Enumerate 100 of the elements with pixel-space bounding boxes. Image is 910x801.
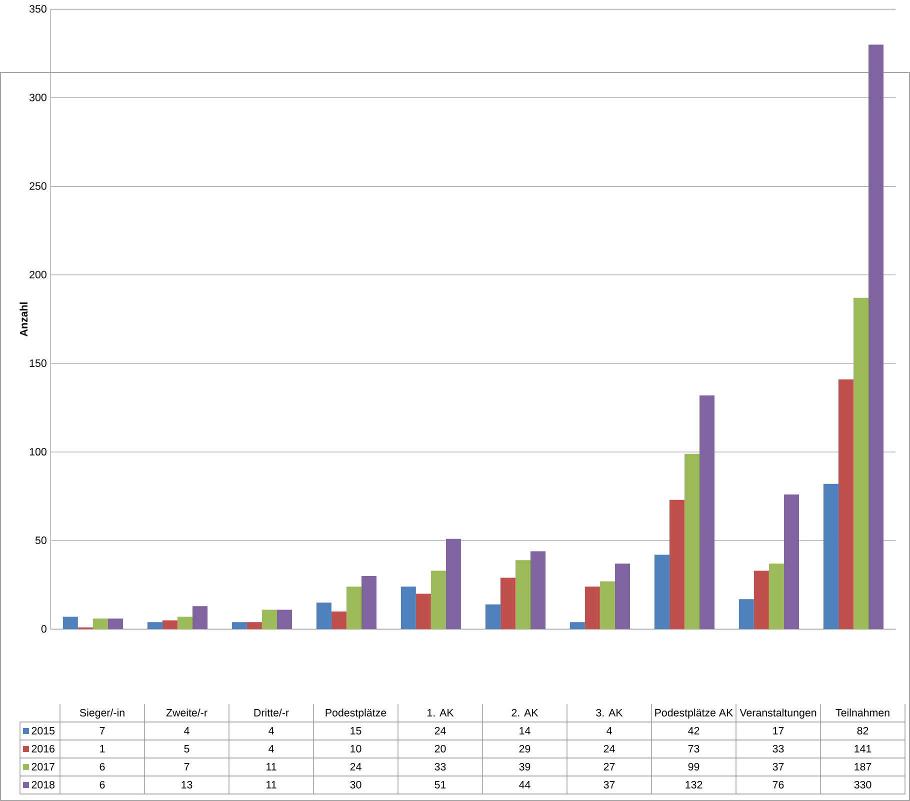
bar (754, 570, 769, 630)
data-label: 20 (434, 744, 446, 752)
y-tick-label: 250 (30, 182, 46, 190)
bar (669, 500, 684, 630)
bar (838, 379, 854, 630)
data-label: 14 (520, 727, 530, 734)
x-tick-label: Sieger/-in (80, 708, 124, 719)
legend-label: 2015 (32, 726, 55, 734)
bar (62, 616, 78, 630)
data-label: 37 (604, 780, 615, 788)
legend-label: 2017 (32, 762, 54, 770)
y-axis-title: Anzahl (20, 302, 28, 336)
bar (316, 602, 332, 630)
data-label: 4 (268, 727, 274, 734)
data-label: 4 (184, 727, 190, 734)
legend-label: 2018 (32, 780, 55, 788)
data-label: 141 (854, 745, 872, 752)
data-label: 76 (772, 780, 784, 788)
bar (331, 611, 346, 630)
data-label: 6 (100, 780, 105, 788)
data-label: 4 (606, 727, 612, 734)
y-tick-label: 150 (30, 359, 46, 367)
bar (346, 586, 362, 630)
data-label: 1 (100, 745, 105, 752)
bar (162, 620, 178, 630)
bar (400, 586, 416, 630)
data-label: 187 (854, 762, 872, 770)
data-label: 5 (184, 745, 190, 752)
x-tick-label: Podestplätze AK (655, 708, 734, 719)
x-tick-label: 2. AK (512, 708, 538, 716)
y-tick-label: 0 (41, 625, 46, 633)
bar (600, 581, 615, 630)
data-label: 29 (519, 744, 530, 752)
bar (684, 454, 700, 630)
data-label: 30 (350, 780, 362, 788)
y-tick-label: 300 (29, 94, 46, 102)
bar (108, 618, 123, 630)
data-label: 73 (688, 744, 700, 752)
bar (246, 622, 262, 630)
bar (485, 604, 500, 630)
data-label: 7 (184, 763, 190, 770)
bar (768, 564, 784, 630)
x-tick-label: Veranstaltungen (740, 708, 816, 719)
bar (416, 594, 431, 630)
bar (823, 484, 838, 630)
data-label: 99 (688, 762, 700, 770)
data-label: 44 (519, 781, 530, 788)
bar (530, 551, 546, 630)
x-tick-label: Teilnahmen (836, 708, 890, 716)
bar (446, 538, 461, 630)
y-tick-label: 100 (30, 448, 46, 456)
x-tick-label: Zweite/-r (166, 708, 208, 716)
x-tick-label: 3. AK (596, 708, 623, 716)
bar (784, 494, 799, 630)
bar (232, 622, 247, 630)
bar (147, 622, 162, 630)
data-label: 42 (688, 726, 700, 734)
bar (699, 395, 714, 630)
bar (570, 622, 585, 630)
bar (262, 610, 277, 630)
data-label: 82 (857, 726, 868, 734)
data-label: 27 (604, 762, 615, 770)
data-label: 17 (773, 727, 784, 734)
data-label: 7 (100, 727, 105, 734)
data-label: 132 (686, 780, 702, 788)
data-label: 10 (350, 744, 362, 752)
bar (853, 298, 868, 630)
bar (276, 610, 292, 630)
x-tick-label: Dritte/-r (254, 708, 289, 716)
data-label: 33 (434, 762, 446, 770)
bar (614, 564, 630, 630)
bar (92, 618, 108, 630)
data-label: 15 (350, 727, 362, 734)
y-tick-label: 200 (30, 270, 46, 278)
data-label: 11 (266, 781, 276, 788)
data-label: 33 (772, 744, 784, 752)
bar (430, 570, 446, 630)
bar (584, 586, 600, 630)
data-label: 24 (434, 726, 446, 734)
data-label: 37 (772, 762, 784, 770)
bar (515, 560, 530, 630)
x-tick-label: Podestplätze (326, 708, 386, 719)
data-label: 330 (854, 780, 872, 788)
x-tick-label: 1. AK (428, 709, 454, 716)
bar (361, 576, 376, 630)
data-label: 4 (268, 745, 274, 752)
bar (192, 606, 208, 630)
data-label: 6 (100, 762, 105, 770)
data-label: 51 (434, 781, 446, 788)
data-label: 24 (350, 762, 362, 770)
data-label: 24 (604, 744, 615, 752)
legend-label: 2016 (32, 744, 55, 752)
y-tick-label: 50 (35, 536, 46, 544)
bar (177, 616, 192, 630)
data-label: 39 (519, 762, 530, 770)
y-tick-label: 350 (29, 5, 46, 13)
bar (654, 554, 670, 630)
data-label: 11 (266, 763, 276, 770)
bar (868, 44, 884, 630)
bar (500, 578, 516, 630)
